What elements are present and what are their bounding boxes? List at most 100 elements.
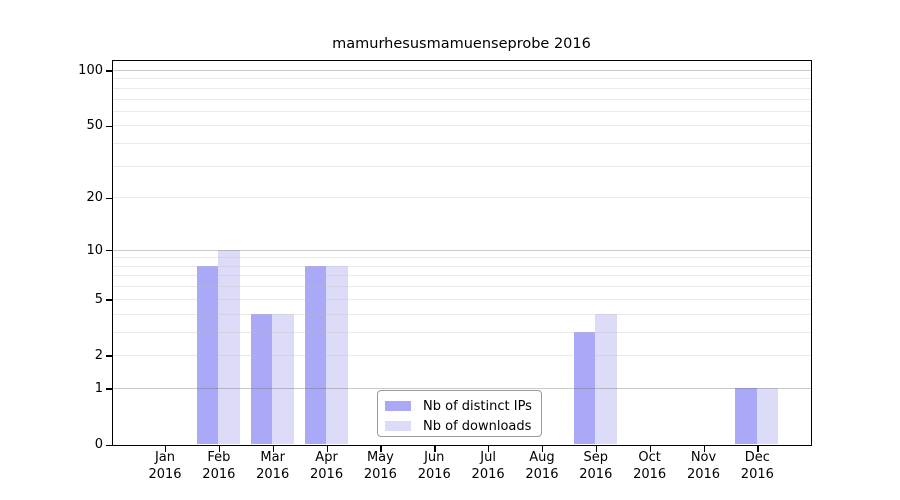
month-label: Jan	[154, 450, 176, 465]
x-tick-label: Feb 2016	[189, 450, 249, 483]
minor-gridline	[112, 275, 811, 277]
year-label: 2016	[686, 466, 721, 482]
x-tick-label: Jul 2016	[458, 450, 518, 483]
year-label: 2016	[633, 466, 667, 482]
y-tick-label: 50	[86, 118, 103, 134]
month-label: Apr	[315, 450, 338, 465]
minor-gridline	[112, 286, 811, 288]
x-tick-label: Sep 2016	[566, 450, 626, 483]
y-tick-mark	[106, 197, 112, 200]
x-tick-label: Apr 2016	[297, 450, 357, 483]
minor-gridline	[112, 125, 811, 127]
minor-gridline	[112, 313, 811, 315]
year-label: 2016	[579, 466, 613, 482]
major-gridline	[112, 387, 811, 389]
x-tick-label: Dec 2016	[727, 450, 787, 483]
y-tick-label: 2	[94, 347, 103, 363]
x-tick-mark	[649, 446, 651, 452]
month-label: Sep	[583, 450, 609, 465]
legend-label-distinct-ips: Nb of distinct IPs	[423, 398, 532, 414]
minor-gridline	[112, 110, 811, 112]
x-tick-mark	[703, 446, 705, 452]
bar-downloads-sep	[595, 313, 617, 444]
x-tick-mark	[595, 446, 598, 452]
major-gridline	[112, 69, 811, 71]
x-tick-mark	[218, 446, 221, 452]
legend-label-downloads: Nb of downloads	[423, 418, 532, 434]
y-tick-label: 10	[86, 242, 103, 258]
month-label: Nov	[690, 450, 717, 465]
bar-downloads-mar	[272, 313, 294, 444]
minor-gridline	[112, 298, 811, 300]
y-tick-label: 0	[94, 437, 103, 452]
bar-downloads-apr	[326, 265, 348, 444]
bar-distinct-ips-apr	[304, 265, 327, 444]
minor-gridline	[112, 87, 811, 89]
month-label: May	[366, 450, 394, 465]
y-tick-mark	[106, 70, 112, 72]
year-label: 2016	[148, 466, 182, 482]
y-tick-label: 5	[94, 291, 103, 307]
y-tick-mark	[106, 250, 112, 252]
x-tick-mark	[541, 446, 544, 452]
bar-distinct-ips-dec	[735, 387, 757, 444]
legend-swatch-downloads	[385, 421, 411, 431]
legend-item-downloads: Nb of downloads	[385, 416, 541, 436]
month-label: Jul	[480, 450, 496, 465]
year-label: 2016	[310, 466, 344, 482]
month-label: Dec	[744, 450, 770, 465]
year-label: 2016	[363, 466, 397, 482]
minor-gridline	[112, 78, 811, 80]
legend-item-distinct-ips: Nb of distinct IPs	[385, 396, 541, 416]
minor-gridline	[112, 265, 811, 267]
month-label: Mar	[260, 450, 285, 465]
bar-distinct-ips-mar	[250, 313, 273, 444]
x-tick-label: Jan 2016	[135, 450, 195, 483]
legend-swatch-distinct-ips	[385, 401, 411, 411]
month-label: Feb	[207, 450, 231, 465]
x-tick-label: Mar 2016	[243, 450, 303, 483]
y-tick-label: 1	[94, 380, 103, 396]
x-tick-label: Nov 2016	[674, 450, 734, 483]
y-tick-mark	[106, 444, 112, 446]
legend: Nb of distinct IPs Nb of downloads	[377, 390, 542, 437]
year-label: 2016	[202, 466, 236, 482]
minor-gridline	[112, 143, 811, 145]
minor-gridline	[112, 354, 811, 356]
bar-downloads-dec	[756, 387, 779, 444]
y-tick-mark	[106, 125, 112, 128]
x-tick-label: May 2016	[350, 450, 410, 483]
x-tick-label: Jun 2016	[404, 450, 464, 483]
x-tick-mark	[380, 446, 382, 452]
month-label: Jun	[424, 450, 445, 465]
x-tick-mark	[272, 446, 274, 452]
minor-gridline	[112, 165, 811, 167]
bar-downloads-feb	[218, 249, 240, 444]
y-tick-mark	[106, 355, 112, 357]
x-tick-mark	[165, 446, 167, 452]
y-tick-mark	[106, 299, 112, 301]
minor-gridline	[112, 197, 811, 199]
x-tick-mark	[757, 446, 759, 452]
year-label: 2016	[525, 466, 559, 482]
minor-gridline	[112, 257, 811, 259]
y-tick-label: 100	[78, 62, 103, 78]
bar-distinct-ips-sep	[573, 331, 596, 444]
chart-title: mamurhesusmamuenseprobe 2016	[332, 36, 591, 52]
x-tick-label: Aug 2016	[512, 450, 572, 483]
year-label: 2016	[740, 466, 774, 482]
y-tick-mark	[106, 388, 112, 390]
x-tick-mark	[326, 446, 328, 452]
month-label: Aug	[529, 450, 555, 465]
major-gridline	[112, 249, 811, 251]
y-tick-label: 20	[86, 190, 103, 206]
minor-gridline	[112, 98, 811, 100]
year-label: 2016	[417, 466, 451, 482]
minor-gridline	[112, 331, 811, 333]
x-tick-label: Oct 2016	[620, 450, 680, 483]
month-label: Oct	[638, 450, 661, 465]
plot-area	[111, 59, 812, 446]
x-tick-mark	[434, 446, 436, 452]
year-label: 2016	[471, 466, 505, 482]
